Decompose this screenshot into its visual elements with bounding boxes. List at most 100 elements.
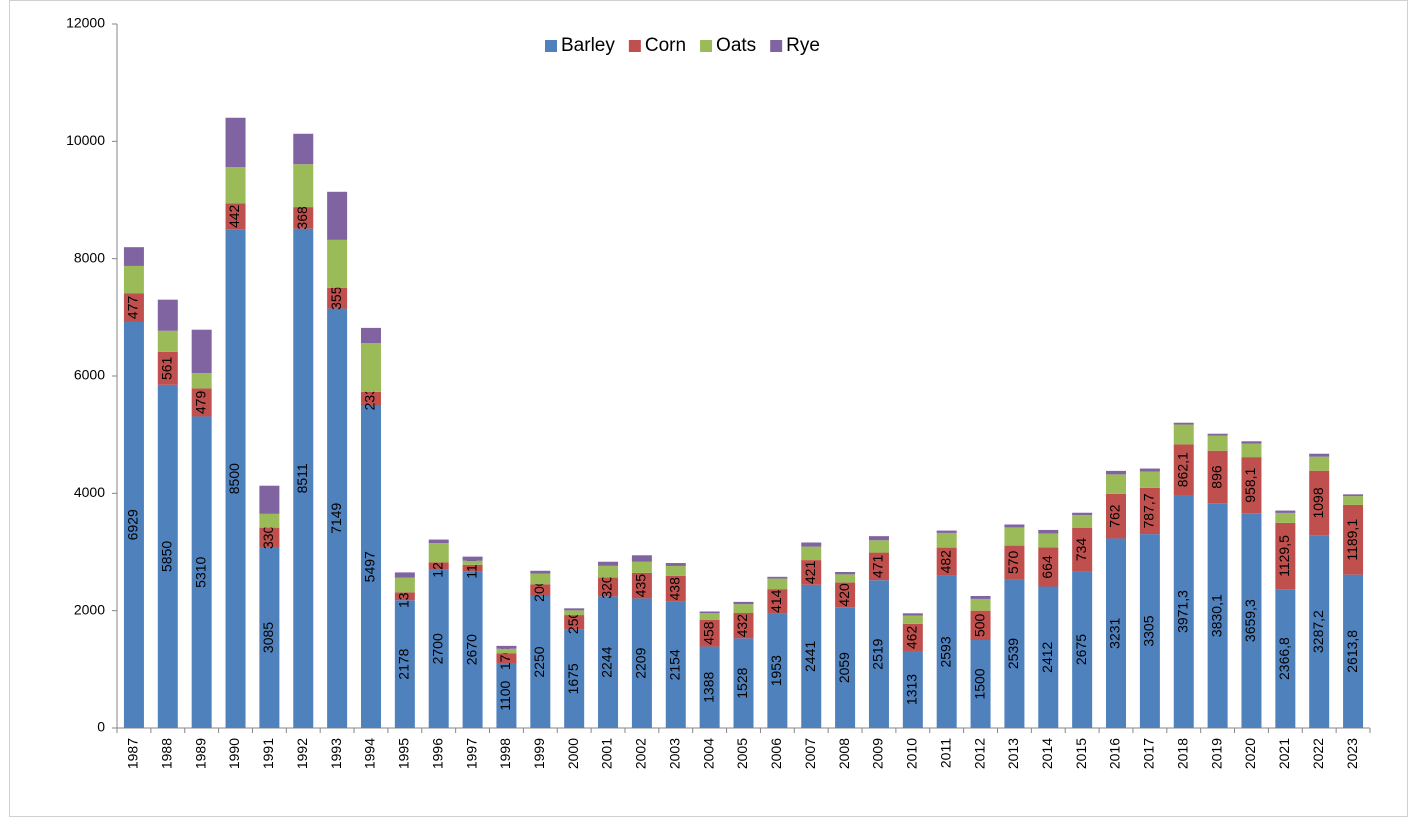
legend-swatch: [770, 40, 783, 52]
x-tick-label: 1994: [362, 738, 378, 769]
bar-segment: [360, 405, 381, 728]
bar-segment: [598, 596, 619, 728]
data-label: 2670: [463, 634, 479, 665]
data-label: 3830,1: [1208, 594, 1224, 637]
x-tick-label: 2023: [1344, 738, 1360, 769]
bar-segment: [936, 547, 957, 576]
data-label: 442: [226, 204, 242, 228]
bar-segment: [530, 570, 551, 574]
x-tick-label: 1987: [125, 738, 141, 769]
bar-segment: [1207, 433, 1228, 436]
x-tick-label: 1996: [429, 738, 445, 769]
bar-segment: [496, 653, 517, 664]
data-label: 1953: [768, 655, 784, 686]
legend-label: Rye: [786, 35, 820, 56]
bar-segment: [936, 530, 957, 533]
x-tick-label: 2022: [1310, 738, 1326, 769]
data-label: 477: [125, 296, 141, 320]
data-label: 862,1: [1174, 452, 1190, 487]
bar-segment: [835, 582, 856, 608]
data-label: 1675: [565, 663, 581, 694]
bar-segment: [1173, 422, 1194, 425]
bar-segment: [428, 539, 449, 544]
bar-segment: [564, 608, 585, 611]
bar-segment: [293, 133, 314, 165]
data-label: 3287,2: [1310, 610, 1326, 653]
bar-segment: [970, 598, 991, 611]
x-tick-label: 2009: [870, 738, 886, 769]
bar-segment: [293, 207, 314, 229]
data-label: 1388: [700, 672, 716, 703]
bar-segment: [1241, 441, 1262, 444]
bar-segment: [767, 578, 788, 590]
bar-segment: [191, 416, 212, 728]
bar-segment: [733, 604, 754, 614]
x-tick-label: 1992: [294, 738, 310, 769]
bar-segment: [293, 164, 314, 208]
bar-segment: [496, 645, 517, 649]
data-label: 2412: [1039, 641, 1055, 672]
bar-segment: [1343, 504, 1364, 575]
bar-segment: [157, 384, 178, 728]
bar-segment: [801, 546, 822, 561]
data-label: 462: [904, 626, 920, 650]
x-tick-label: 2008: [836, 738, 852, 769]
bar-segment: [327, 239, 348, 288]
data-label: 1098: [1310, 487, 1326, 518]
bar-segment: [835, 574, 856, 583]
bar-segment: [1038, 547, 1059, 587]
x-tick-label: 2014: [1039, 738, 1055, 769]
bar-segment: [1004, 545, 1025, 580]
legend-swatch: [700, 40, 713, 52]
legend-label: Oats: [716, 35, 756, 56]
bar-segment: [496, 663, 517, 728]
bar-segment: [394, 600, 415, 728]
bar-segment: [1343, 496, 1364, 505]
data-label: 2593: [937, 636, 953, 667]
bar-segment: [1309, 470, 1330, 536]
data-label: 500: [971, 613, 987, 637]
data-label: 3305: [1141, 615, 1157, 646]
bar-segment: [394, 572, 415, 578]
data-label: 1528: [734, 667, 750, 698]
data-label: 482: [937, 550, 953, 574]
bar-segment: [428, 569, 449, 728]
bar-segment: [1275, 510, 1296, 513]
data-label: 958,1: [1242, 467, 1258, 502]
data-label: 2675: [1073, 634, 1089, 665]
bar-segment: [1072, 512, 1093, 516]
data-label: 5310: [192, 556, 208, 587]
bar-segment: [1139, 468, 1160, 472]
bar-segment: [936, 575, 957, 728]
x-tick-label: 1990: [226, 738, 242, 769]
x-tick-label: 2018: [1174, 738, 1190, 769]
data-label: 420: [836, 583, 852, 607]
bar-segment: [767, 589, 788, 614]
x-tick-label: 1995: [396, 738, 412, 769]
legend-swatch: [545, 40, 557, 52]
data-label: 5850: [159, 541, 175, 572]
bar-segment: [1004, 524, 1025, 528]
bar-segment: [1275, 522, 1296, 590]
bar-segment: [733, 601, 754, 605]
data-label: 2366,8: [1276, 637, 1292, 680]
bar-segment: [902, 650, 923, 728]
bar-segment: [835, 572, 856, 575]
y-tick-label: 4000: [74, 484, 105, 500]
bar-segment: [123, 247, 144, 266]
bar-segment: [733, 613, 754, 639]
bar-segment: [1038, 586, 1059, 728]
y-tick-label: 10000: [66, 132, 105, 148]
bar-segment: [868, 536, 889, 541]
data-label: 2519: [870, 638, 886, 669]
bar-segment: [1343, 574, 1364, 728]
bar-segment: [123, 293, 144, 322]
data-label: 421: [802, 561, 818, 585]
bar-segment: [1309, 453, 1330, 457]
bar-segment: [801, 584, 822, 728]
data-label: 1189,1: [1344, 519, 1360, 561]
bar-segment: [631, 572, 652, 599]
bar-segment: [868, 540, 889, 553]
bar-segment: [327, 308, 348, 728]
bar-segment: [293, 228, 314, 729]
